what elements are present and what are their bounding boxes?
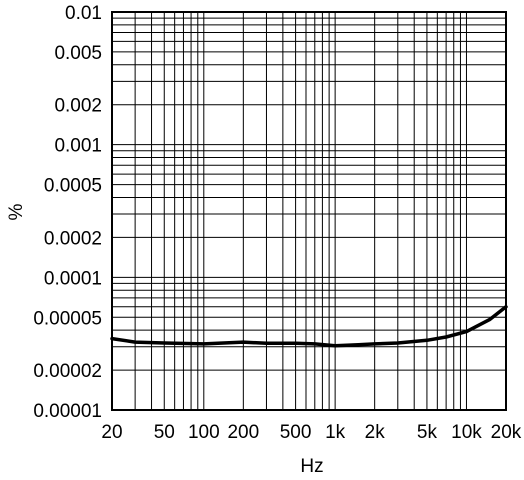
y-tick-label: 0.002 xyxy=(54,96,102,117)
plot-frame xyxy=(111,11,507,411)
x-axis-label: Hz xyxy=(300,456,323,477)
x-tick-label: 50 xyxy=(154,422,175,443)
y-axis-label: % xyxy=(6,203,27,220)
series-group xyxy=(110,305,508,348)
x-tick-label: 20 xyxy=(101,422,122,443)
x-tick-label: 500 xyxy=(280,422,312,443)
grid-lines xyxy=(112,12,506,410)
x-tick-label: 20k xyxy=(491,422,522,443)
y-tick-label: 0.0005 xyxy=(44,176,102,197)
y-tick-label: 0.01 xyxy=(65,3,102,24)
x-tick-label: 5k xyxy=(417,422,438,443)
y-tick-label: 0.00001 xyxy=(33,401,102,422)
y-tick-label: 0.0002 xyxy=(44,228,102,249)
x-tick-label: 10k xyxy=(451,422,482,443)
x-tick-labels: 20 50 100 200 500 1k 2k 5k 10k 20k xyxy=(101,422,521,443)
y-tick-label: 0.00002 xyxy=(33,361,102,382)
x-tick-label: 1k xyxy=(325,422,346,443)
y-tick-label: 0.0001 xyxy=(44,268,102,289)
series-line xyxy=(110,305,508,348)
y-tick-label: 0.001 xyxy=(54,136,102,157)
y-tick-labels: 0.01 0.005 0.002 0.001 0.0005 0.0002 0.0001 0.0… xyxy=(33,3,102,422)
x-tick-label: 100 xyxy=(188,422,220,443)
y-tick-label: 0.00005 xyxy=(33,308,102,329)
x-tick-label: 2k xyxy=(365,422,386,443)
y-tick-label: 0.005 xyxy=(54,43,102,64)
x-tick-label: 200 xyxy=(227,422,259,443)
